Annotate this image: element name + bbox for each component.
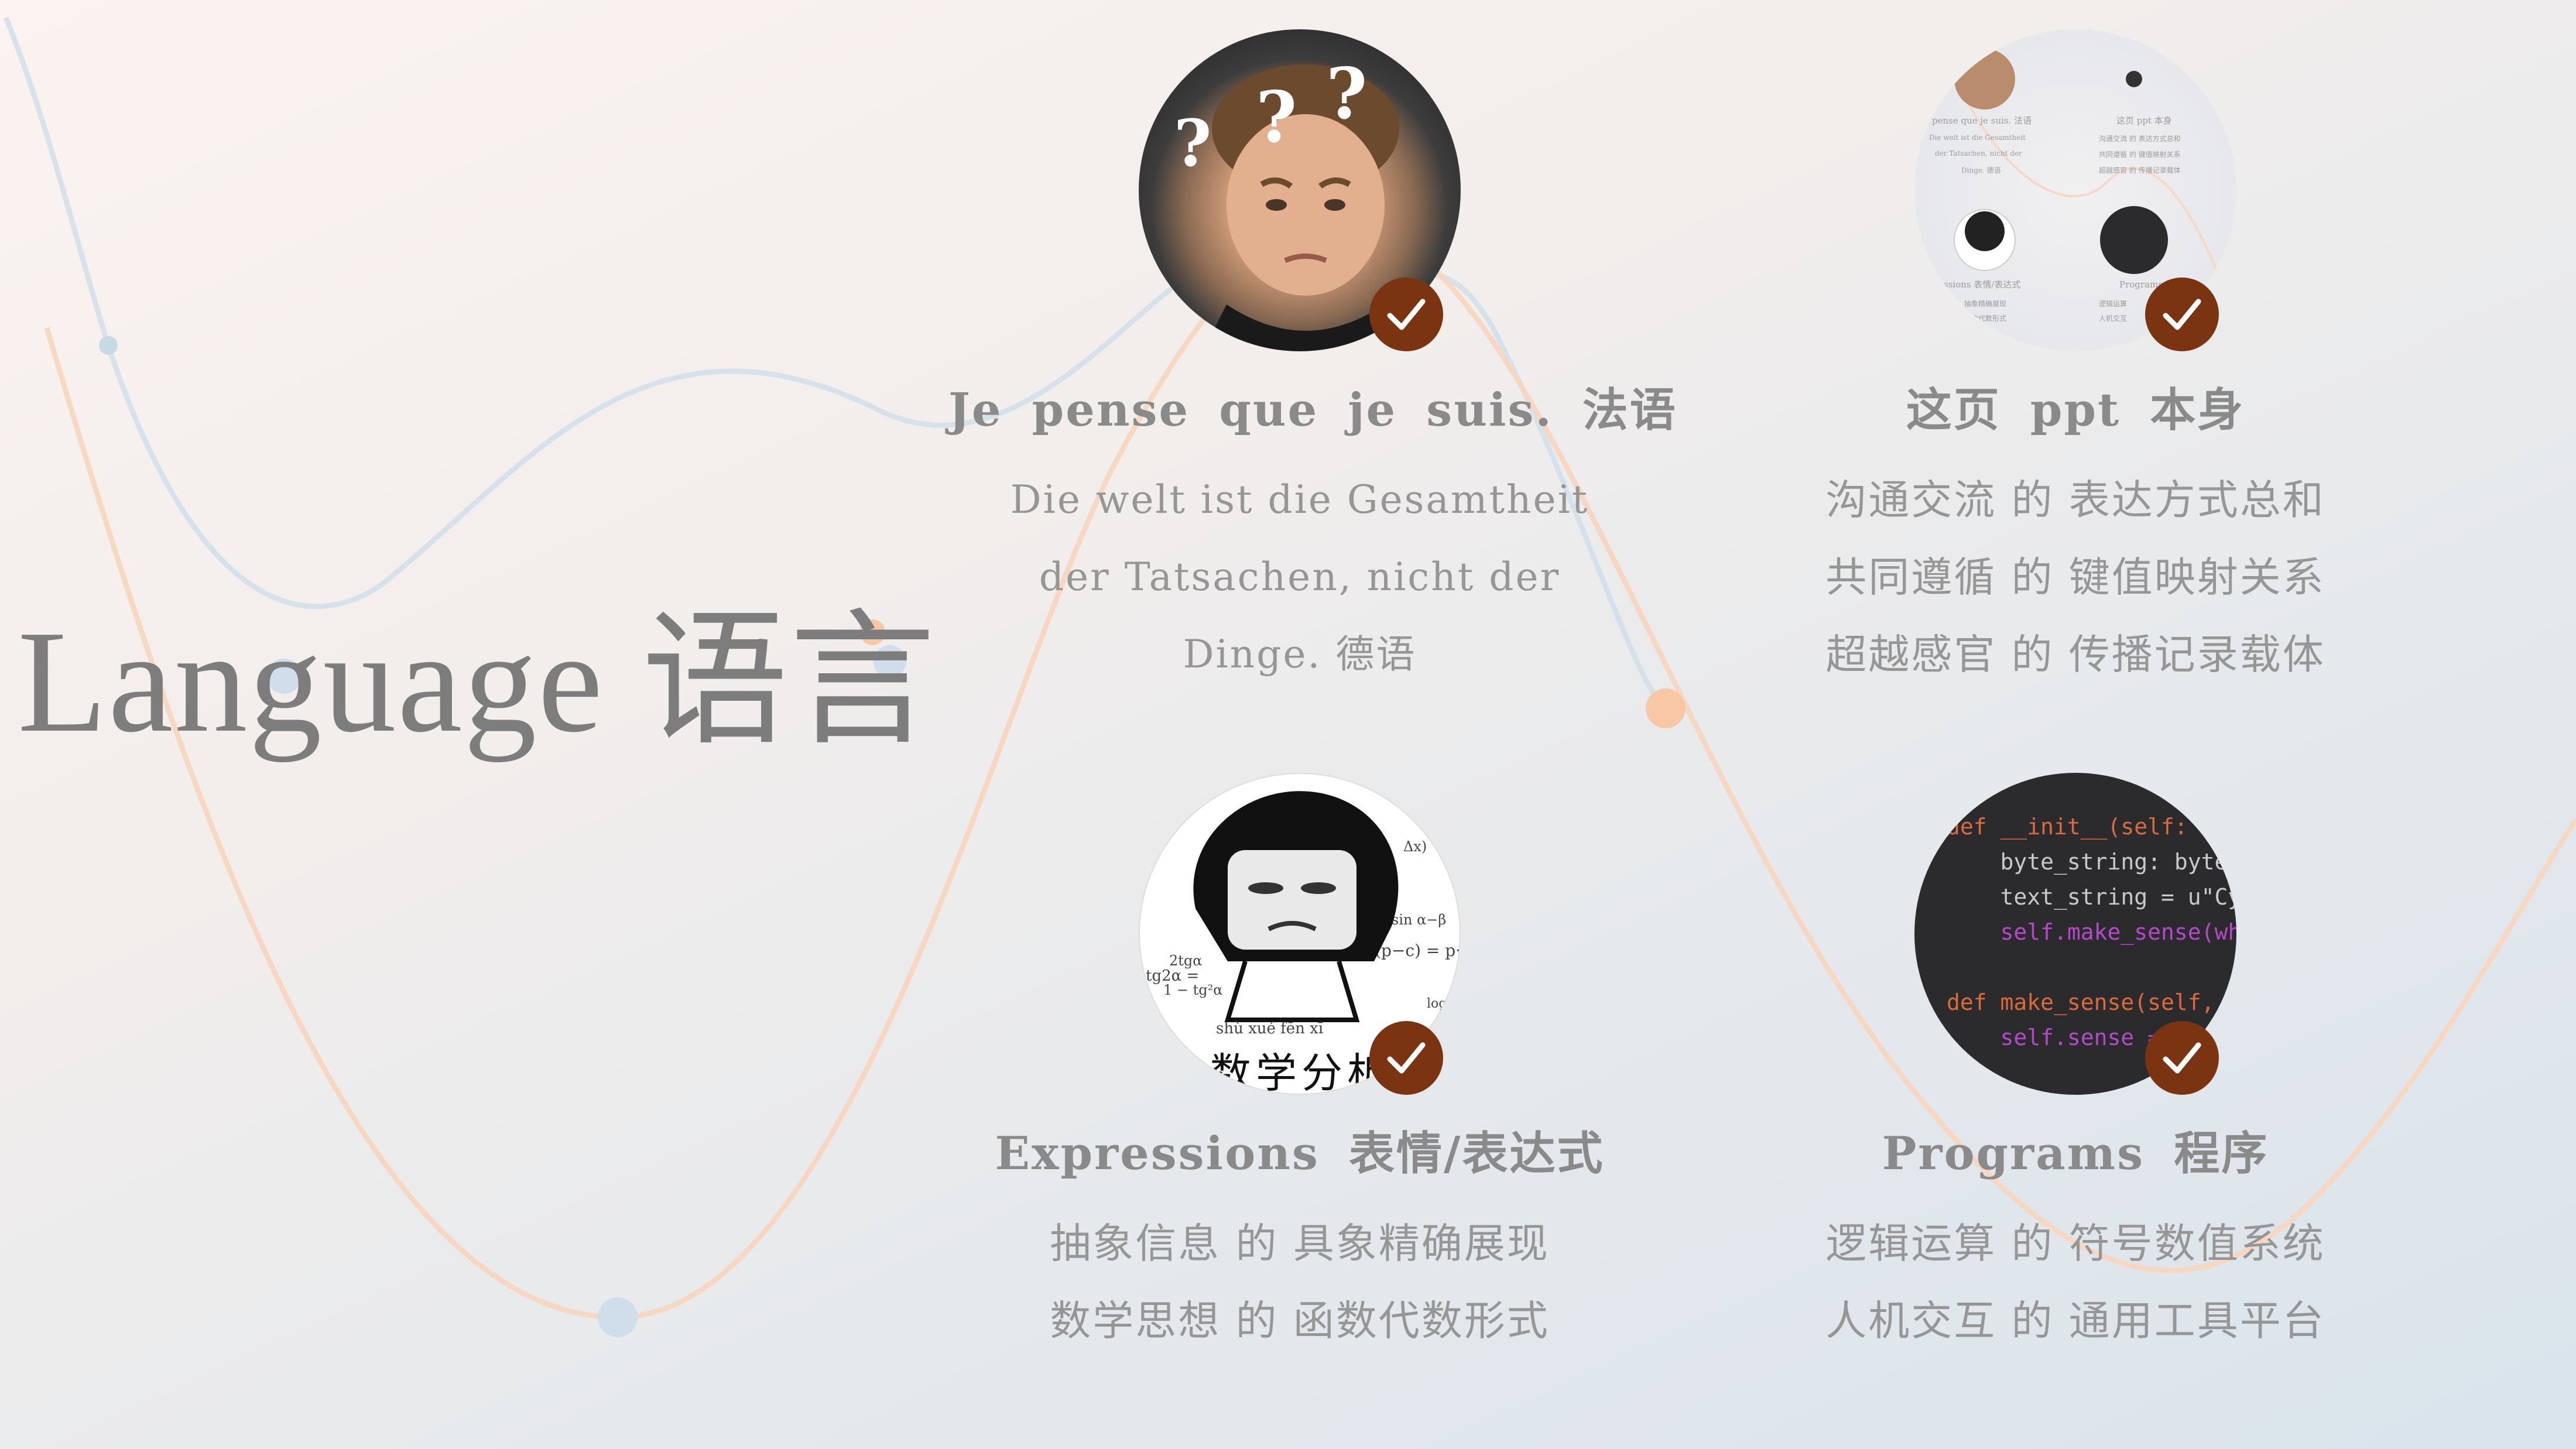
meme-formula: tg2α = bbox=[1146, 967, 1200, 985]
card-line: Die welt ist die Gesamtheit bbox=[1010, 477, 1590, 522]
card-image-wrap: pense que je suis. 法语 这页 ppt 本身 Die welt… bbox=[1914, 29, 2236, 351]
question-mark: ? bbox=[1256, 76, 1297, 159]
wave-dot bbox=[598, 1297, 638, 1337]
checkmark-icon bbox=[1369, 1021, 1443, 1095]
card-line: 人机交互 的 通用工具平台 bbox=[1825, 1297, 2325, 1345]
checkmark-icon bbox=[2145, 278, 2219, 351]
card-programs: def __init__(self: Fo byte_string: bytes… bbox=[1724, 773, 2427, 1359]
mini-slide-text: ssions 表情/表达式 bbox=[1944, 279, 2021, 290]
question-mark: ? bbox=[1174, 105, 1212, 181]
card-image-wrap: ? ? ? bbox=[1139, 29, 1461, 351]
checkmark-icon bbox=[2145, 1021, 2219, 1095]
code-line: def __init__(self: Fo bbox=[1947, 814, 2228, 840]
card-title: Expressions 表情/表达式 bbox=[995, 1127, 1605, 1180]
mini-slide-text: Dinge. 德语 bbox=[1961, 166, 2001, 174]
card-french: ? ? ? Je pense que je suis. 法语 Die welt … bbox=[948, 29, 1677, 693]
mini-slide-text: 这页 ppt 本身 bbox=[2116, 115, 2172, 126]
card-title: Je pense que je suis. 法语 bbox=[948, 383, 1677, 437]
card-title: Programs 程序 bbox=[1882, 1127, 2269, 1180]
code-line: self.sense = bbox=[1947, 1025, 2161, 1050]
meme-formula: sin α−β bbox=[1392, 912, 1447, 928]
mini-slide-text: 人机交互 bbox=[2099, 314, 2128, 323]
card-description: 沟通交流 的 表达方式总和 共同遵循 的 键值映射关系 超越感官 的 传播记录载… bbox=[1724, 461, 2427, 693]
card-title: 这页 ppt 本身 bbox=[1906, 383, 2245, 437]
card-line: der Tatsachen, nicht der bbox=[1039, 554, 1561, 600]
wave-dot bbox=[873, 645, 906, 678]
meme-face-illustration bbox=[1193, 791, 1399, 1022]
card-line: 共同遵循 的 键值映射关系 bbox=[1825, 553, 2325, 601]
mini-slide-text: 逻辑运算 bbox=[2099, 300, 2128, 308]
card-description: 抽象信息 的 具象精确展现 数学思想 的 函数代数形式 bbox=[948, 1205, 1651, 1359]
mini-slide-text: Die welt ist die Gesamtheit bbox=[1929, 133, 2026, 142]
blue-wave-line bbox=[3, 16, 1670, 711]
mini-slide-text: 抽象精确展现 bbox=[1964, 300, 2007, 308]
wave-dot bbox=[266, 659, 302, 694]
meme-pinyin: shù xué fēn xī bbox=[1216, 1020, 1324, 1037]
wave-dot bbox=[1646, 688, 1686, 728]
page-title: Language 语言 bbox=[18, 601, 937, 763]
card-line: 沟通交流 的 表达方式总和 bbox=[1825, 476, 2325, 524]
meme-formula: log bbox=[1427, 996, 1447, 1011]
code-line: def make_sense(self, wh bbox=[1947, 989, 2236, 1015]
mini-slide-text: 沟通交流 的 表达方式总和 bbox=[2099, 135, 2181, 143]
card-ppt: pense que je suis. 法语 这页 ppt 本身 Die welt… bbox=[1724, 29, 2427, 693]
meme-formula: Δx) bbox=[1403, 838, 1427, 855]
mini-slide-text: pense que je suis. 法语 bbox=[1932, 115, 2032, 126]
wave-dot bbox=[99, 336, 118, 355]
code-line: self.make_sense(what bbox=[1947, 919, 2237, 945]
math-meme-image: tg2α = 2tgα 1 − tg²α (p−a)(p−b)(p−c) = p… bbox=[1139, 773, 1461, 1095]
question-mark: ? bbox=[1326, 53, 1368, 135]
mini-slide-text: 共同遵循 的 键值映射关系 bbox=[2099, 150, 2181, 159]
card-line: Dinge. 德语 bbox=[1183, 632, 1417, 677]
card-description: Die welt ist die Gesamtheit der Tatsache… bbox=[948, 461, 1651, 693]
meme-formula: 2tgα bbox=[1169, 953, 1203, 969]
mini-slide-text: der Tatsachen, nicht der bbox=[1935, 149, 2022, 157]
code-line: text_string = u"Cyr bbox=[1947, 884, 2237, 910]
card-image-wrap: tg2α = 2tgα 1 − tg²α (p−a)(p−b)(p−c) = p… bbox=[1139, 773, 1461, 1095]
checkmark-icon bbox=[1369, 278, 1443, 351]
card-line: 逻辑运算 的 符号数值系统 bbox=[1825, 1220, 2325, 1268]
card-line: 数学思想 的 函数代数形式 bbox=[1050, 1297, 1550, 1345]
slide-thumbnail-graphics bbox=[1948, 49, 2220, 276]
card-line: 抽象信息 的 具象精确展现 bbox=[1050, 1220, 1550, 1268]
confused-kid-image: ? ? ? bbox=[1139, 29, 1461, 351]
meme-formula: 1 − tg²α bbox=[1163, 982, 1223, 998]
mini-slide-text: 函数代数形式 bbox=[1964, 314, 2007, 323]
card-image-wrap: def __init__(self: Fo byte_string: bytes… bbox=[1914, 773, 2236, 1095]
mini-slide-text: 超越感官 的 传播记录载体 bbox=[2099, 166, 2181, 174]
card-line: 超越感官 的 传播记录载体 bbox=[1825, 631, 2325, 679]
meme-caption: 数学分析 bbox=[1210, 1049, 1393, 1095]
card-expressions: tg2α = 2tgα 1 − tg²α (p−a)(p−b)(p−c) = p… bbox=[948, 773, 1651, 1359]
card-description: 逻辑运算 的 符号数值系统 人机交互 的 通用工具平台 bbox=[1724, 1205, 2427, 1359]
confused-kid-illustration bbox=[1203, 64, 1408, 351]
wave-dot bbox=[859, 619, 885, 645]
code-line: byte_string: bytes bbox=[1947, 849, 2237, 875]
